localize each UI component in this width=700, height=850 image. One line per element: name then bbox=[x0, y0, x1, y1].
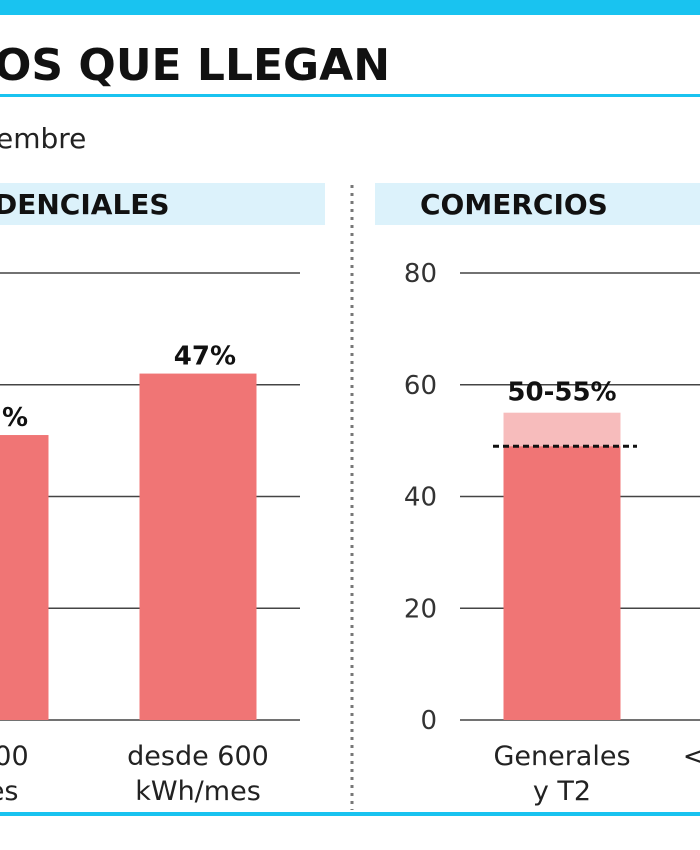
title-rule bbox=[0, 94, 700, 97]
panel-header-bg bbox=[375, 183, 700, 225]
bottom-rule bbox=[0, 812, 700, 816]
x-tick-label: kWh/mes bbox=[135, 776, 261, 807]
x-tick-label: n 600 bbox=[0, 741, 29, 772]
x-tick-label: < bbox=[683, 741, 700, 772]
title: OS QUE LLEGAN bbox=[0, 40, 390, 91]
range-bar bbox=[503, 412, 621, 447]
bar bbox=[503, 446, 621, 720]
x-tick-label: Generales bbox=[493, 741, 630, 772]
y-tick-label: 60 bbox=[404, 371, 437, 401]
panel-title: DENCIALES bbox=[0, 188, 170, 221]
subtitle: embre bbox=[0, 122, 86, 155]
x-tick-label: y T2 bbox=[533, 776, 591, 807]
x-tick-label: mes bbox=[0, 776, 18, 807]
y-tick-label: 40 bbox=[404, 483, 437, 513]
y-tick-label: 0 bbox=[420, 706, 437, 736]
y-tick-label: 20 bbox=[404, 594, 437, 624]
bar bbox=[139, 373, 257, 720]
y-tick-label: 80 bbox=[404, 259, 437, 289]
bar-label: 50-55% bbox=[507, 378, 616, 408]
top-band bbox=[0, 0, 700, 15]
panel-header-bg bbox=[0, 183, 325, 225]
panel-title: COMERCIOS bbox=[420, 188, 608, 221]
bar-label: % bbox=[2, 403, 28, 433]
bar-label: 47% bbox=[174, 342, 236, 372]
x-tick-label: desde 600 bbox=[127, 741, 269, 772]
bar bbox=[0, 435, 49, 720]
